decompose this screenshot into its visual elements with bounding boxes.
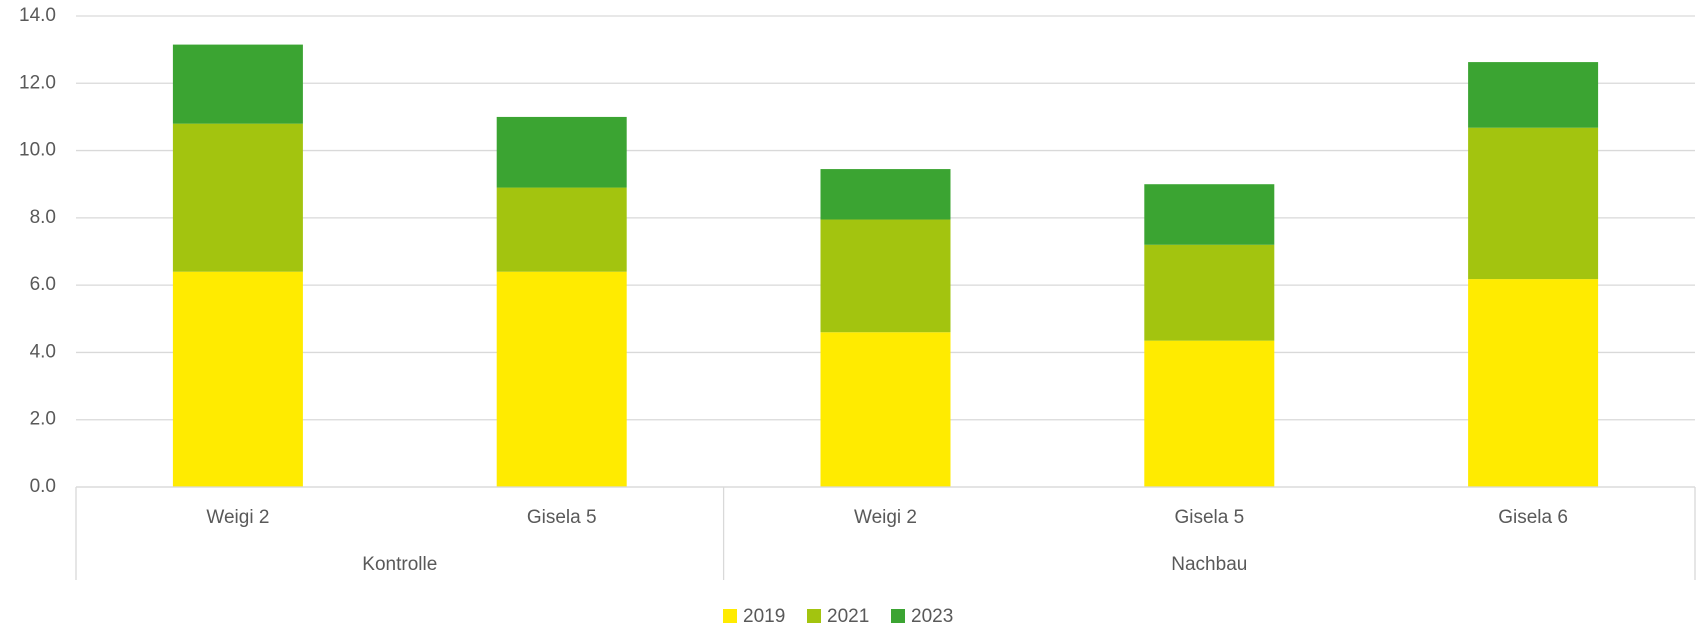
group-label: Kontrolle [362, 554, 437, 575]
bar-segment [1144, 244, 1275, 341]
bar-segment [496, 187, 627, 272]
bar-segment [496, 271, 627, 487]
bar-segment [1468, 62, 1599, 128]
bar-segment [172, 123, 303, 272]
x-tick-label: Weigi 2 [206, 507, 269, 528]
bar-segment [820, 219, 951, 333]
bar-segment [496, 116, 627, 188]
x-tick-label: Gisela 5 [1174, 507, 1244, 528]
bar-segment [820, 332, 951, 487]
y-tick-label: 0.0 [30, 476, 56, 497]
legend-label: 2021 [827, 606, 869, 627]
legend-label: 2019 [743, 606, 785, 627]
bar-segment [1468, 279, 1599, 487]
bar-segment [172, 271, 303, 487]
bar-segment [1144, 340, 1275, 487]
legend-swatch [807, 609, 821, 623]
legend-swatch [891, 609, 905, 623]
bar-segment [172, 44, 303, 124]
y-tick-label: 6.0 [30, 274, 56, 295]
x-tick-label: Weigi 2 [854, 507, 917, 528]
bar-segment [820, 169, 951, 220]
y-tick-label: 2.0 [30, 409, 56, 430]
bar-segment [1468, 127, 1599, 280]
group-label: Nachbau [1171, 554, 1247, 575]
legend-swatch [723, 609, 737, 623]
y-tick-label: 8.0 [30, 207, 56, 228]
legend-label: 2023 [911, 606, 953, 627]
y-tick-label: 12.0 [19, 72, 56, 93]
y-tick-label: 10.0 [19, 140, 56, 161]
x-tick-label: Gisela 5 [527, 507, 597, 528]
x-tick-label: Gisela 6 [1498, 507, 1568, 528]
y-tick-label: 14.0 [19, 5, 56, 26]
bar-segment [1144, 184, 1275, 245]
y-tick-label: 4.0 [30, 341, 56, 362]
